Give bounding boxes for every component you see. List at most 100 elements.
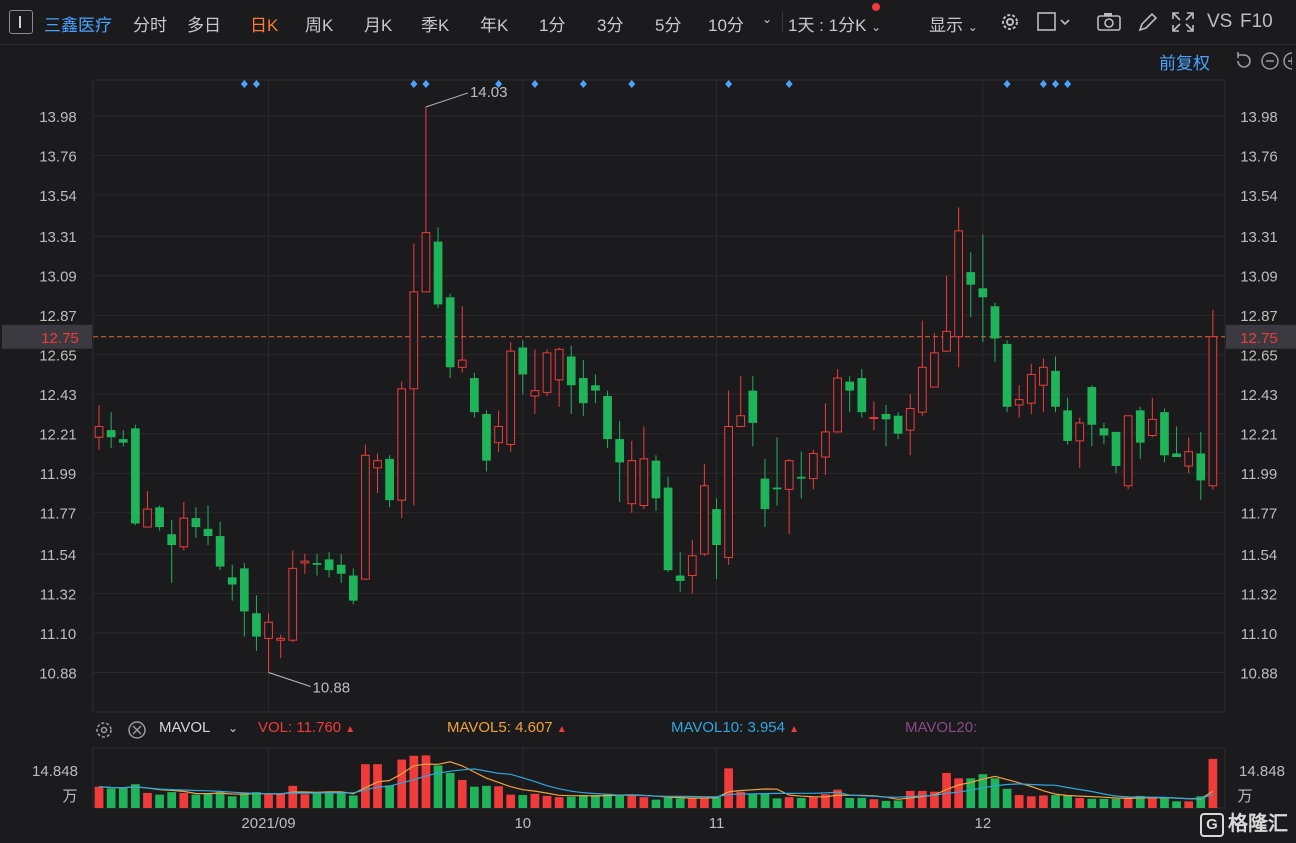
- tabs-more-chevron-icon[interactable]: ⌄: [762, 12, 773, 26]
- pencil-icon[interactable]: [1136, 10, 1160, 34]
- vs-button[interactable]: VS: [1207, 11, 1233, 32]
- candle-body: [809, 452, 818, 480]
- volume-bar: [518, 795, 528, 808]
- tab-10[interactable]: 10分: [708, 16, 744, 35]
- y-tick-label-right: 12.87: [1240, 308, 1278, 325]
- settings-gear-icon[interactable]: [998, 10, 1022, 34]
- volume-bar: [1002, 788, 1012, 808]
- tab-1[interactable]: 多日: [187, 16, 221, 35]
- candle-body: [385, 458, 394, 501]
- volume-bar: [954, 778, 964, 808]
- volume-bar: [348, 795, 358, 808]
- candle-body: [591, 385, 600, 391]
- ma5-readout: MAVOL5: 4.607 ▲: [447, 719, 567, 736]
- zoom-in-icon[interactable]: [1283, 52, 1292, 70]
- tab-2[interactable]: 日K: [250, 16, 279, 35]
- candle-body: [905, 408, 915, 431]
- display-menu[interactable]: 显示 ⌄: [929, 11, 978, 36]
- volume-max-label-left: 14.848: [32, 763, 78, 780]
- y-tick-label-right: 11.54: [1241, 547, 1277, 564]
- tab-5[interactable]: 季K: [421, 16, 450, 35]
- candle-body: [1184, 451, 1194, 467]
- y-tick-label-right: 11.77: [1241, 506, 1277, 523]
- top-toolbar: 三鑫医疗 分时 多日 日K 周K 月K 季K 年K 1分 3分 5分 10分 ⌄ 1天 : 1分K ⌄…: [0, 0, 1296, 45]
- checkbox-dropdown-icon[interactable]: [1036, 10, 1076, 34]
- tab-9[interactable]: 5分: [655, 16, 682, 35]
- volume-bar: [167, 792, 177, 808]
- volume-bar: [118, 787, 128, 808]
- candle-body: [397, 388, 407, 501]
- tab-4[interactable]: 月K: [364, 16, 393, 35]
- tab-0[interactable]: 分时: [133, 16, 167, 35]
- candle-body: [457, 359, 467, 368]
- f10-button[interactable]: F10: [1240, 11, 1273, 32]
- chevron-down-icon: ⌄: [228, 721, 239, 735]
- x-tick-label: 10: [514, 815, 531, 832]
- y-tick-label-right: 13.09: [1240, 269, 1278, 286]
- volume-bar: [1051, 795, 1060, 808]
- volume-bar: [542, 795, 552, 808]
- y-tick-label-right: 13.76: [1240, 148, 1278, 165]
- volume-tools: [96, 721, 146, 739]
- close-indicator-icon[interactable]: [128, 721, 146, 739]
- fullscreen-icon[interactable]: [1170, 10, 1196, 34]
- price-panel-frame: [92, 79, 1226, 713]
- candle-body: [1099, 428, 1109, 436]
- volume-settings-icon[interactable]: [96, 722, 112, 738]
- candle-body: [615, 439, 625, 463]
- zoom-out-icon[interactable]: [1261, 52, 1279, 70]
- volume-bar: [893, 800, 903, 808]
- candle-body: [421, 232, 431, 293]
- candle-body: [675, 575, 685, 581]
- candle-body: [445, 297, 455, 368]
- stock-name[interactable]: 三鑫医疗: [44, 16, 112, 35]
- volume-bar: [1014, 795, 1024, 808]
- up-arrow-icon: ▲: [556, 724, 567, 735]
- y-tick-label-left: 11.32: [40, 587, 76, 604]
- tab-8[interactable]: 3分: [597, 16, 624, 35]
- tab-6[interactable]: 年K: [480, 16, 509, 35]
- candle-body: [409, 291, 419, 390]
- tab-7[interactable]: 1分: [539, 16, 566, 35]
- candle-body: [1172, 453, 1181, 458]
- candle-body: [893, 415, 903, 434]
- sidebar-toggle-icon[interactable]: [9, 10, 33, 34]
- indicator-select[interactable]: MAVOL ⌄: [159, 719, 238, 736]
- volume-bar: [978, 774, 988, 808]
- volume-bar: [457, 780, 467, 808]
- candle-body: [348, 575, 358, 601]
- event-marker: [495, 80, 503, 88]
- volume-bar: [591, 795, 600, 808]
- candle-body: [1002, 343, 1012, 407]
- chevron-down-icon: ⌄: [967, 20, 978, 34]
- candle-body: [215, 536, 225, 567]
- volume-bar: [1196, 796, 1206, 808]
- volume-bar: [227, 796, 237, 808]
- volume-bar: [94, 786, 104, 808]
- period-select[interactable]: 1天 : 1分K ⌄: [788, 11, 881, 36]
- ma5-line: [99, 761, 1214, 800]
- event-marker: [725, 80, 733, 88]
- high-annotation-label: 14.03: [470, 84, 508, 101]
- candle-body: [554, 348, 564, 381]
- candle-body: [264, 621, 273, 639]
- camera-icon[interactable]: [1096, 10, 1122, 34]
- volume-bar: [300, 794, 310, 808]
- vol-readout: VOL: 11.760 ▲: [258, 719, 355, 736]
- ma10-readout: MAVOL10: 3.954 ▲: [671, 719, 799, 736]
- y-tick-label-left: 12.21: [39, 427, 77, 444]
- candle-body: [106, 430, 116, 438]
- volume-bar: [409, 755, 419, 808]
- volume-bar: [1063, 795, 1072, 808]
- candle-body: [724, 426, 733, 559]
- adjust-mode-button[interactable]: 前复权: [1159, 54, 1210, 73]
- tab-3[interactable]: 周K: [305, 16, 334, 35]
- reset-icon[interactable]: [1237, 52, 1251, 68]
- display-label: 显示: [929, 16, 963, 35]
- candle-body: [578, 378, 588, 404]
- volume-bar: [397, 759, 407, 808]
- candle-body: [312, 562, 322, 565]
- candle-body: [1026, 373, 1036, 404]
- candle-body: [300, 560, 310, 564]
- ma5-label: MAVOL5:: [447, 719, 511, 736]
